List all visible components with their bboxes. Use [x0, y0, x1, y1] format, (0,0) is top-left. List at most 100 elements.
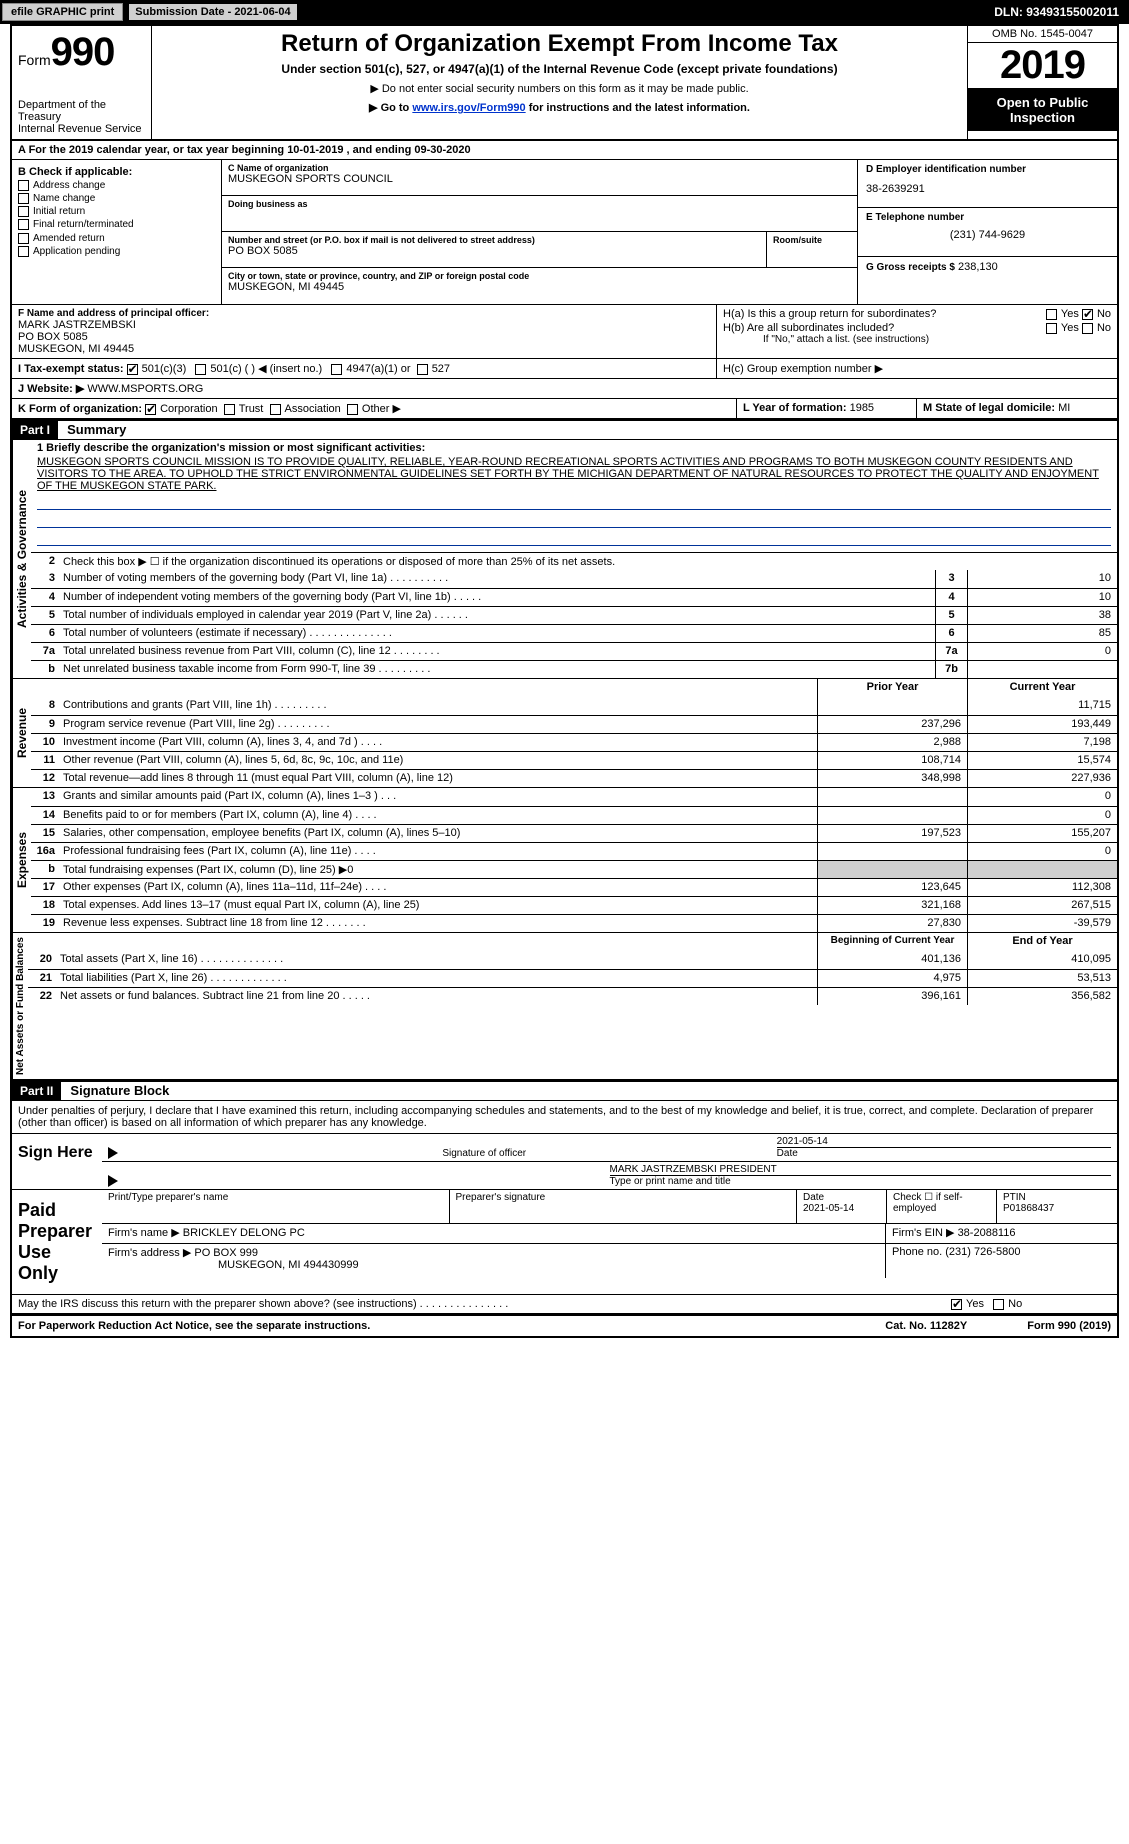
dba-cell: Doing business as [222, 196, 857, 232]
governance-vlabel: Activities & Governance [12, 440, 31, 678]
gross-label: G Gross receipts $ [866, 262, 955, 273]
discuss-no-checkbox[interactable] [993, 1299, 1004, 1310]
4947-checkbox[interactable] [331, 364, 342, 375]
checkbox[interactable] [18, 219, 29, 230]
corp-checkbox[interactable] [145, 404, 156, 415]
box-b: B Check if applicable: Address changeNam… [12, 160, 222, 304]
checkbox[interactable] [18, 180, 29, 191]
form-ref: Form 990 (2019) [1027, 1320, 1111, 1332]
perjury-text: Under penalties of perjury, I declare th… [12, 1101, 1117, 1134]
end-year-hdr: End of Year [967, 933, 1117, 951]
prior-year-hdr: Prior Year [817, 679, 967, 697]
sign-here-label: Sign Here [12, 1134, 102, 1189]
prep-sig-label: Preparer's signature [450, 1190, 798, 1223]
netassets-section: Net Assets or Fund Balances Beginning of… [12, 933, 1117, 1081]
527-checkbox[interactable] [417, 364, 428, 375]
boxb-item: Amended return [18, 233, 215, 244]
opt-corp: Corporation [160, 403, 217, 415]
ha-yes-checkbox[interactable] [1046, 309, 1057, 320]
firm-ein-value: 38-2088116 [958, 1227, 1016, 1239]
arrow-icon [108, 1147, 118, 1159]
box-f-label: F Name and address of principal officer: [18, 308, 710, 319]
row-klm: K Form of organization: Corporation Trus… [12, 399, 1117, 420]
sub3-suffix: for instructions and the latest informat… [526, 102, 750, 114]
trust-checkbox[interactable] [224, 404, 235, 415]
efile-print-button[interactable]: efile GRAPHIC print [2, 3, 123, 21]
gov-line: bNet unrelated business taxable income f… [31, 660, 1117, 678]
discuss-row: May the IRS discuss this return with the… [12, 1295, 1117, 1315]
firm-name-label: Firm's name ▶ [108, 1227, 180, 1239]
submission-date: Submission Date - 2021-06-04 [129, 4, 296, 20]
part1-badge: Part I [12, 421, 58, 439]
hb-yes-checkbox[interactable] [1046, 323, 1057, 334]
net-line: 22Net assets or fund balances. Subtract … [28, 987, 1117, 1005]
hb-note: If "No," attach a list. (see instruction… [763, 334, 1111, 345]
room-label: Room/suite [773, 235, 851, 245]
firm-addr-1: PO BOX 999 [194, 1247, 258, 1259]
state-label: M State of legal domicile: [923, 402, 1055, 414]
ha-label: H(a) Is this a group return for subordin… [723, 308, 936, 320]
501c-checkbox[interactable] [195, 364, 206, 375]
firm-phone-label: Phone no. [892, 1246, 942, 1258]
part2-badge: Part II [12, 1082, 61, 1100]
expenses-vlabel: Expenses [12, 788, 31, 932]
exp-line: 18Total expenses. Add lines 13–17 (must … [31, 896, 1117, 914]
checkbox[interactable] [18, 193, 29, 204]
501c3-checkbox[interactable] [127, 364, 138, 375]
part2-title: Signature Block [70, 1083, 169, 1098]
other-checkbox[interactable] [347, 404, 358, 415]
dept-treasury: Department of the Treasury [18, 99, 145, 123]
exp-line: 16aProfessional fundraising fees (Part I… [31, 842, 1117, 860]
governance-section: Activities & Governance 1 Briefly descri… [12, 440, 1117, 679]
checkbox[interactable] [18, 206, 29, 217]
firm-name-value: BRICKLEY DELONG PC [183, 1227, 305, 1239]
hc-label: H(c) Group exemption number ▶ [723, 363, 883, 375]
assoc-checkbox[interactable] [270, 404, 281, 415]
preparer-row: Paid Preparer Use Only Print/Type prepar… [12, 1190, 1117, 1295]
box-k: K Form of organization: Corporation Trus… [12, 399, 737, 418]
row-i-hc: I Tax-exempt status: 501(c)(3) 501(c) ( … [12, 359, 1117, 379]
boxb-item: Address change [18, 180, 215, 191]
checkbox[interactable] [18, 233, 29, 244]
exp-line: 14Benefits paid to or for members (Part … [31, 806, 1117, 824]
officer-name: MARK JASTRZEMBSKI [18, 319, 710, 331]
expenses-section: Expenses 13Grants and similar amounts pa… [12, 788, 1117, 933]
boxb-item: Application pending [18, 246, 215, 257]
opt-501c: 501(c) ( ) ◀ (insert no.) [210, 363, 322, 375]
form-container: Form990 Department of the Treasury Inter… [10, 24, 1119, 1338]
exp-line: 15Salaries, other compensation, employee… [31, 824, 1117, 842]
checkbox[interactable] [18, 246, 29, 257]
sig-date: 2021-05-14 [777, 1136, 1111, 1147]
gov-line: 7aTotal unrelated business revenue from … [31, 642, 1117, 660]
discuss-yes-checkbox[interactable] [951, 1299, 962, 1310]
part2-header-row: Part II Signature Block [12, 1081, 1117, 1101]
officer-addr1: PO BOX 5085 [18, 331, 710, 343]
dln-label: DLN: 93493155002011 [984, 3, 1129, 21]
ha-no-checkbox[interactable] [1082, 309, 1093, 320]
firm-ein-label: Firm's EIN ▶ [892, 1227, 955, 1239]
line-2-desc: Check this box ▶ ☐ if the organization d… [59, 553, 1117, 570]
street-label: Number and street (or P.O. box if mail i… [228, 235, 760, 245]
name-label: Type or print name and title [610, 1175, 1112, 1187]
netassets-vlabel: Net Assets or Fund Balances [12, 933, 28, 1079]
ptin-value: P01868437 [1003, 1203, 1054, 1214]
prep-date-cell: Date 2021-05-14 [797, 1190, 887, 1223]
gross-cell: G Gross receipts $ 238,130 [858, 257, 1117, 304]
hb-no-checkbox[interactable] [1082, 323, 1093, 334]
cat-no: Cat. No. 11282Y [885, 1320, 967, 1332]
row-f-h: F Name and address of principal officer:… [12, 305, 1117, 359]
part1-header-row: Part I Summary [12, 420, 1117, 440]
form-subtitle-1: Under section 501(c), 527, or 4947(a)(1)… [160, 62, 959, 76]
mission-text: MUSKEGON SPORTS COUNCIL MISSION IS TO PR… [37, 456, 1111, 492]
box-m: M State of legal domicile: MI [917, 399, 1117, 418]
exp-line: 13Grants and similar amounts paid (Part … [31, 788, 1117, 806]
irs-link[interactable]: www.irs.gov/Form990 [412, 102, 525, 114]
net-header-row: Beginning of Current Year End of Year [28, 933, 1117, 951]
footer-row: For Paperwork Reduction Act Notice, see … [12, 1315, 1117, 1336]
paperwork-notice: For Paperwork Reduction Act Notice, see … [18, 1320, 370, 1332]
discuss-q: May the IRS discuss this return with the… [18, 1298, 951, 1310]
opt-4947: 4947(a)(1) or [346, 363, 410, 375]
firm-addr-label: Firm's address ▶ [108, 1247, 191, 1259]
form-number: 990 [51, 30, 115, 74]
ein-cell: D Employer identification number 38-2639… [858, 160, 1117, 208]
